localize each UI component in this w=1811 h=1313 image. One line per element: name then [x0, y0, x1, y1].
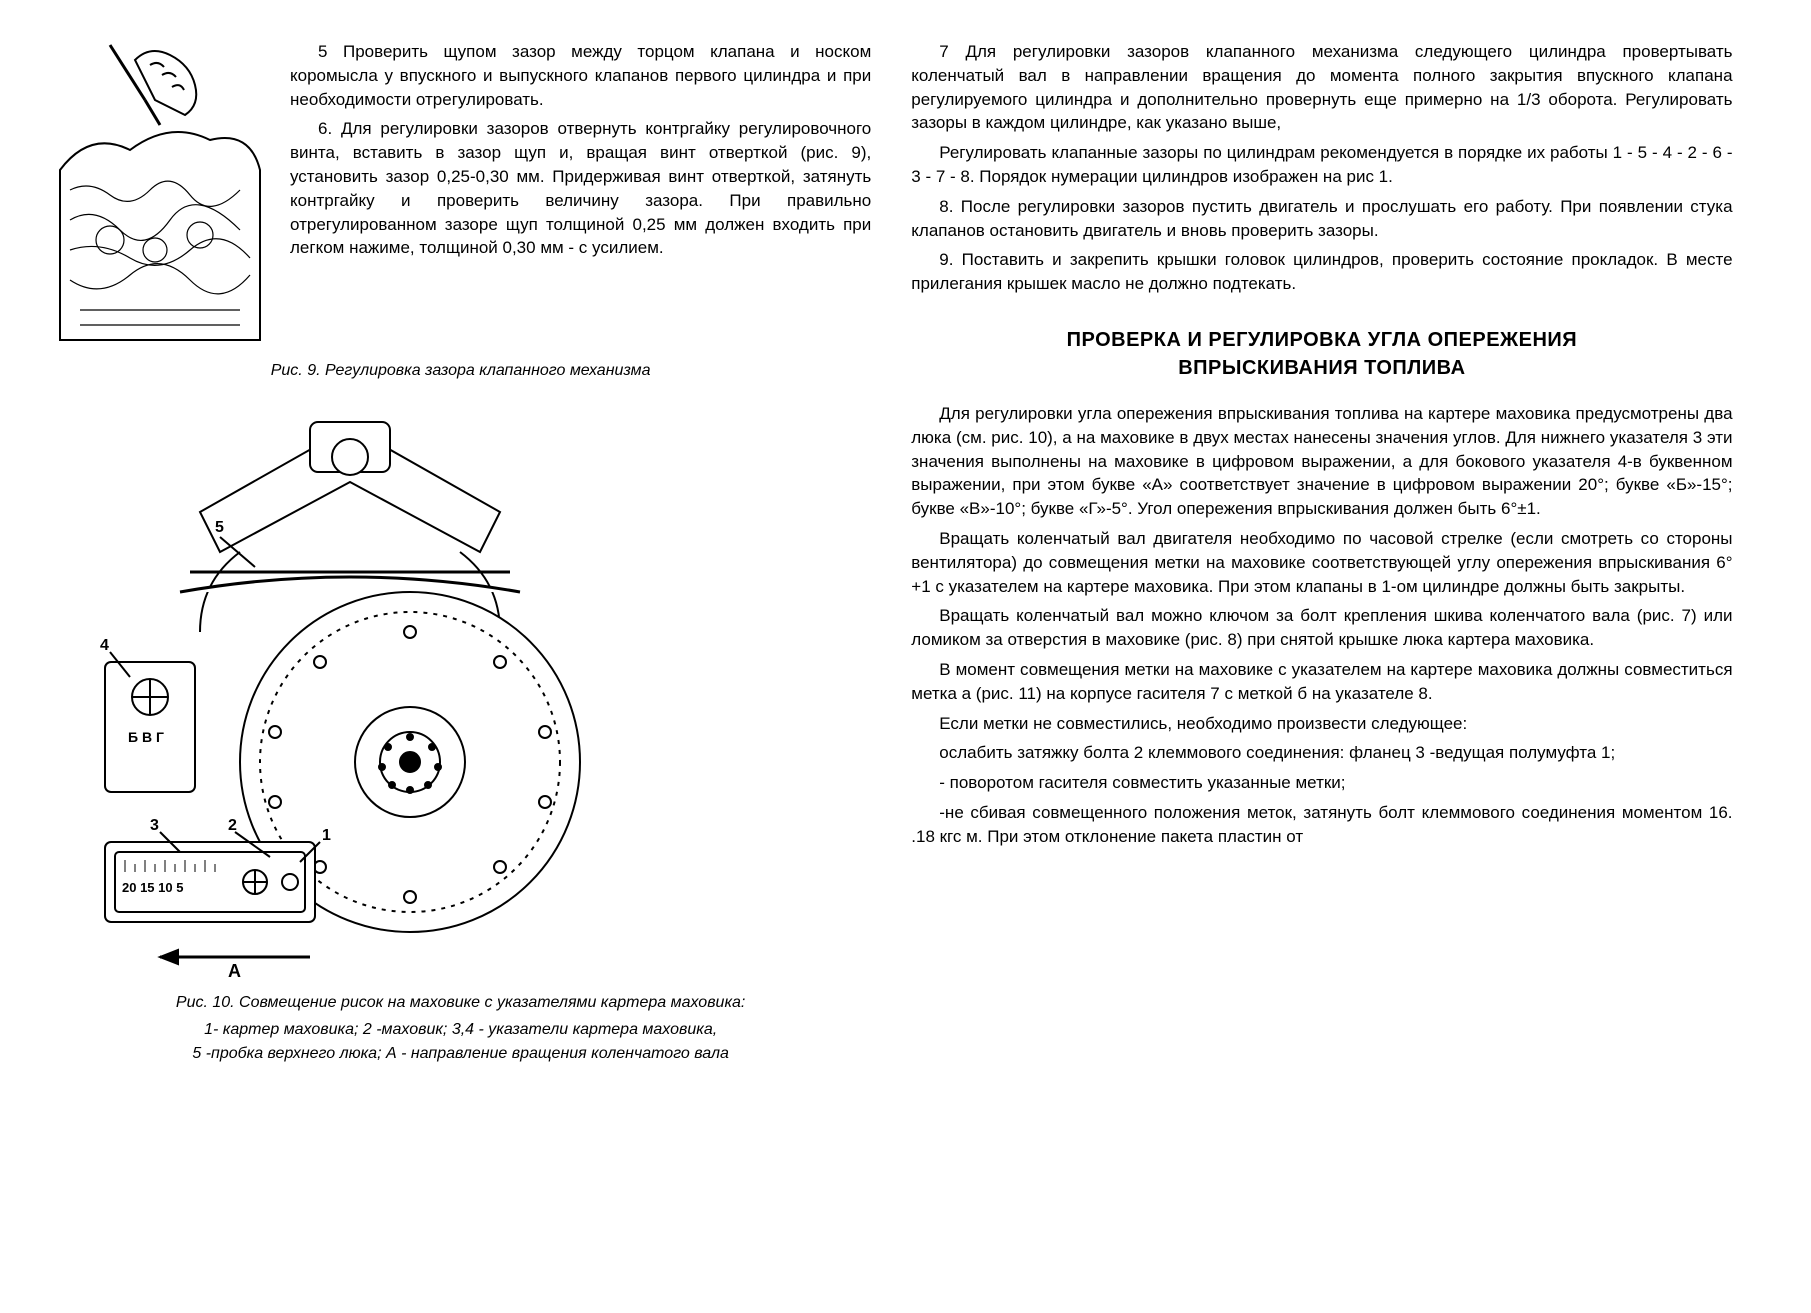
- section-heading: ПРОВЕРКА И РЕГУЛИРОВКА УГЛА ОПЕРЕЖЕНИЯ В…: [911, 326, 1732, 382]
- para-8: 8. После регулировки зазоров пустить дви…: [911, 195, 1732, 243]
- sec-p3: Вращать коленчатый вал можно ключом за б…: [911, 604, 1732, 652]
- para-7b: Регулировать клапанные зазоры по цилиндр…: [911, 141, 1732, 189]
- fig10-illustration: 5 4 3 2 1 20 15 10 5 Б В Г А: [50, 402, 871, 982]
- fig9-text-block: 5 Проверить щупом зазор между торцом кла…: [290, 40, 871, 350]
- sec-p8: -не сбивая совмещенного положения меток,…: [911, 801, 1732, 849]
- fig10-label-3: 3: [150, 817, 159, 834]
- page: 5 Проверить щупом зазор между торцом кла…: [50, 40, 1761, 1068]
- fig10-legend-2: 5 -пробка верхнего люка; А - направление…: [50, 1043, 871, 1065]
- sec-p4: В момент совмещения метки на маховике с …: [911, 658, 1732, 706]
- sec-p2: Вращать коленчатый вал двигателя необход…: [911, 527, 1732, 598]
- fig10-label-4: 4: [100, 637, 109, 654]
- fig9-block: 5 Проверить щупом зазор между торцом кла…: [50, 40, 871, 350]
- right-column: 7 Для регулировки зазоров клапанного мех…: [911, 40, 1732, 1068]
- fig10-letters: Б В Г: [128, 729, 164, 745]
- para-6: 6. Для регулировки зазоров отвернуть кон…: [290, 117, 871, 260]
- fig10-arrow-label: А: [228, 961, 241, 981]
- fig10-label-5: 5: [215, 519, 224, 536]
- sec-p5: Если метки не совместились, необходимо п…: [911, 712, 1732, 736]
- para-5: 5 Проверить щупом зазор между торцом кла…: [290, 40, 871, 111]
- para-7: 7 Для регулировки зазоров клапанного мех…: [911, 40, 1732, 135]
- section-heading-line1: ПРОВЕРКА И РЕГУЛИРОВКА УГЛА ОПЕРЕЖЕНИЯ: [911, 326, 1732, 354]
- fig10-label-2: 2: [228, 817, 237, 834]
- sec-p6: ослабить затяжку болта 2 клеммового соед…: [911, 741, 1732, 765]
- fig10-scale: 20 15 10 5: [122, 880, 183, 895]
- fig9-svg: [50, 40, 270, 350]
- sec-p1: Для регулировки угла опережения впрыскив…: [911, 402, 1732, 521]
- fig10-legend-1: 1- картер маховика; 2 -маховик; 3,4 - ук…: [50, 1019, 871, 1041]
- para-9: 9. Поставить и закрепить крышки головок …: [911, 248, 1732, 296]
- fig10-svg: 5 4 3 2 1 20 15 10 5 Б В Г А: [50, 402, 650, 982]
- section-heading-line2: ВПРЫСКИВАНИЯ ТОПЛИВА: [911, 354, 1732, 382]
- fig10-caption: Рис. 10. Совмещение рисок на маховике с …: [50, 992, 871, 1014]
- fig9-illustration: [50, 40, 270, 350]
- sec-p7: - поворотом гасителя совместить указанны…: [911, 771, 1732, 795]
- fig10-label-1: 1: [322, 827, 331, 844]
- left-column: 5 Проверить щупом зазор между торцом кла…: [50, 40, 871, 1068]
- fig9-caption: Рис. 9. Регулировка зазора клапанного ме…: [50, 360, 871, 382]
